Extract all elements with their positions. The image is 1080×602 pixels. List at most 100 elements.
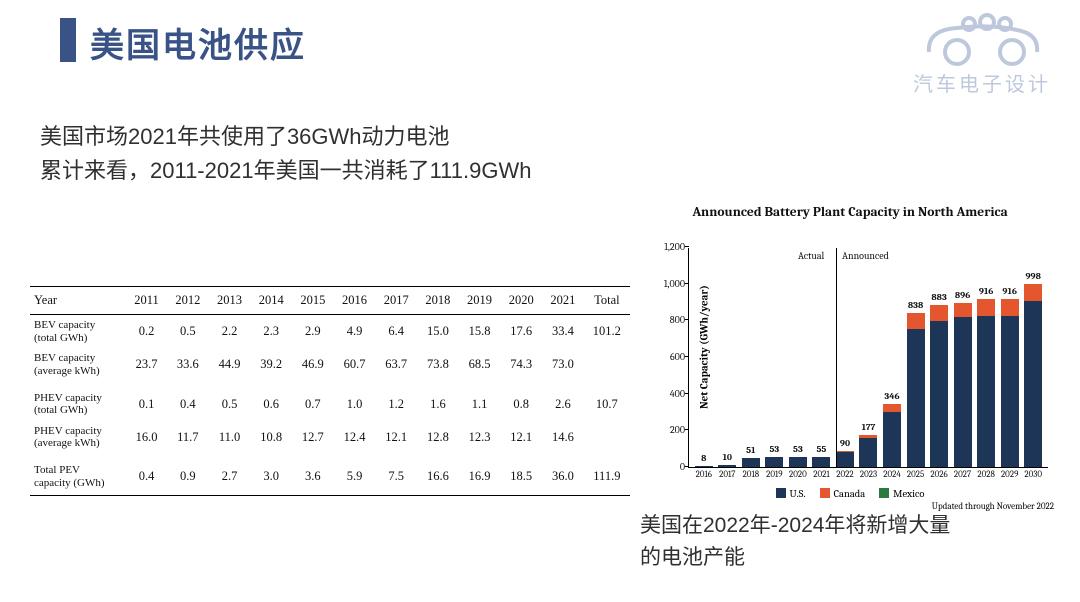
row-label: Total PEVcapacity (GWh) — [30, 454, 126, 496]
cell: 15.8 — [459, 315, 501, 349]
bar-value-label: 346 — [884, 391, 899, 402]
table-row: Total PEVcapacity (GWh)0.40.92.73.03.65.… — [30, 454, 630, 496]
col-2020: 2020 — [500, 287, 542, 315]
cell: 0.6 — [250, 382, 292, 421]
table-row: PHEV capacity(total GWh)0.10.40.50.60.71… — [30, 382, 630, 421]
table-row: BEV capacity(total GWh)0.20.52.22.32.94.… — [30, 315, 630, 349]
caption-line-1: 美国在2022年-2024年将新增大量 — [640, 510, 950, 542]
col-2021: 2021 — [542, 287, 584, 315]
y-tick-label: 800 — [655, 314, 685, 326]
col-year: Year — [30, 287, 126, 315]
cell: 2.6 — [542, 382, 584, 421]
cell: 2.3 — [250, 315, 292, 349]
cell: 12.3 — [459, 421, 501, 454]
cell: 16.0 — [126, 421, 167, 454]
y-tick-label: 200 — [655, 424, 685, 436]
cell: 33.4 — [542, 315, 584, 349]
cell: 3.6 — [292, 454, 334, 496]
col-2012: 2012 — [167, 287, 209, 315]
actual-announced-divider — [836, 248, 837, 467]
col-2016: 2016 — [334, 287, 376, 315]
x-tick-label: 2023 — [860, 470, 877, 480]
col-2019: 2019 — [459, 287, 501, 315]
chart-legend: U.S. Canada Mexico — [640, 488, 1060, 500]
bar-2025: 8382025 — [904, 248, 928, 467]
x-tick-label: 2027 — [954, 470, 971, 480]
cell: 0.5 — [209, 382, 251, 421]
cell: 16.9 — [459, 454, 501, 496]
cell: 4.9 — [334, 315, 376, 349]
cell-total — [584, 421, 630, 454]
page-title: 美国电池供应 — [90, 18, 306, 67]
x-tick-label: 2018 — [743, 470, 760, 480]
col-2018: 2018 — [417, 287, 459, 315]
intro-line-2: 累计来看，2011-2021年美国一共消耗了111.9GWh — [40, 154, 531, 188]
cell: 1.1 — [459, 382, 501, 421]
y-tick-label: 400 — [655, 388, 685, 400]
legend-mexico: Mexico — [879, 488, 924, 500]
bar-2029: 9162029 — [998, 248, 1022, 467]
cell: 33.6 — [167, 348, 209, 381]
cell: 2.9 — [292, 315, 334, 349]
cell: 12.1 — [375, 421, 417, 454]
cell: 0.8 — [500, 382, 542, 421]
battery-capacity-chart: Announced Battery Plant Capacity in Nort… — [640, 205, 1060, 512]
cell: 12.1 — [500, 421, 542, 454]
y-tick-label: 1,000 — [655, 278, 685, 290]
cell-total: 101.2 — [584, 315, 630, 349]
brand-logo-text: 汽车电子设计 — [902, 68, 1062, 97]
col-2013: 2013 — [209, 287, 251, 315]
bar-value-label: 55 — [816, 444, 826, 455]
car-logo-icon — [917, 10, 1047, 70]
bar-value-label: 90 — [840, 438, 850, 449]
cell: 0.4 — [126, 454, 167, 496]
bar-2026: 8832026 — [927, 248, 951, 467]
cell: 74.3 — [500, 348, 542, 381]
bar-value-label: 177 — [862, 422, 876, 433]
y-tick-label: 600 — [655, 351, 685, 363]
x-tick-label: 2021 — [813, 470, 829, 480]
cell: 0.2 — [126, 315, 167, 349]
cell: 7.5 — [375, 454, 417, 496]
x-tick-label: 2029 — [1001, 470, 1018, 480]
cell: 0.9 — [167, 454, 209, 496]
brand-logo: 汽车电子设计 — [902, 10, 1062, 100]
x-tick-label: 2028 — [977, 470, 995, 480]
cell: 63.7 — [375, 348, 417, 381]
cell: 39.2 — [250, 348, 292, 381]
bar-2027: 8962027 — [951, 248, 975, 467]
chart-caption: 美国在2022年-2024年将新增大量 的电池产能 — [640, 510, 950, 573]
y-tick-label: 0 — [655, 461, 685, 473]
bar-value-label: 10 — [723, 452, 732, 463]
cell: 16.6 — [417, 454, 459, 496]
cell: 14.6 — [542, 421, 584, 454]
chart-plot-area: 8201610201751201853201953202055202190202… — [688, 248, 1048, 468]
cell: 12.7 — [292, 421, 334, 454]
cell: 23.7 — [126, 348, 167, 381]
cell: 5.9 — [334, 454, 376, 496]
cell-total — [584, 348, 630, 381]
row-label: BEV capacity(average kWh) — [30, 348, 126, 381]
y-tick-label: 1,200 — [655, 241, 685, 253]
bar-value-label: 53 — [793, 444, 803, 455]
bar-value-label: 916 — [1002, 286, 1017, 297]
row-label: PHEV capacity(total GWh) — [30, 382, 126, 421]
cell: 15.0 — [417, 315, 459, 349]
col-2014: 2014 — [250, 287, 292, 315]
bar-value-label: 51 — [746, 445, 755, 456]
cell: 12.4 — [334, 421, 376, 454]
bar-value-label: 916 — [979, 286, 994, 297]
cell: 36.0 — [542, 454, 584, 496]
title-accent-bar — [60, 18, 76, 62]
x-tick-label: 2022 — [836, 470, 853, 480]
cell: 44.9 — [209, 348, 251, 381]
cell: 1.6 — [417, 382, 459, 421]
row-label: BEV capacity(total GWh) — [30, 315, 126, 349]
bar-2018: 512018 — [739, 248, 763, 467]
cell: 46.9 — [292, 348, 334, 381]
cell: 0.1 — [126, 382, 167, 421]
cell: 2.7 — [209, 454, 251, 496]
col-2011: 2011 — [126, 287, 167, 315]
bar-2019: 532019 — [763, 248, 787, 467]
capacity-table: Year201120122013201420152016201720182019… — [30, 286, 630, 496]
